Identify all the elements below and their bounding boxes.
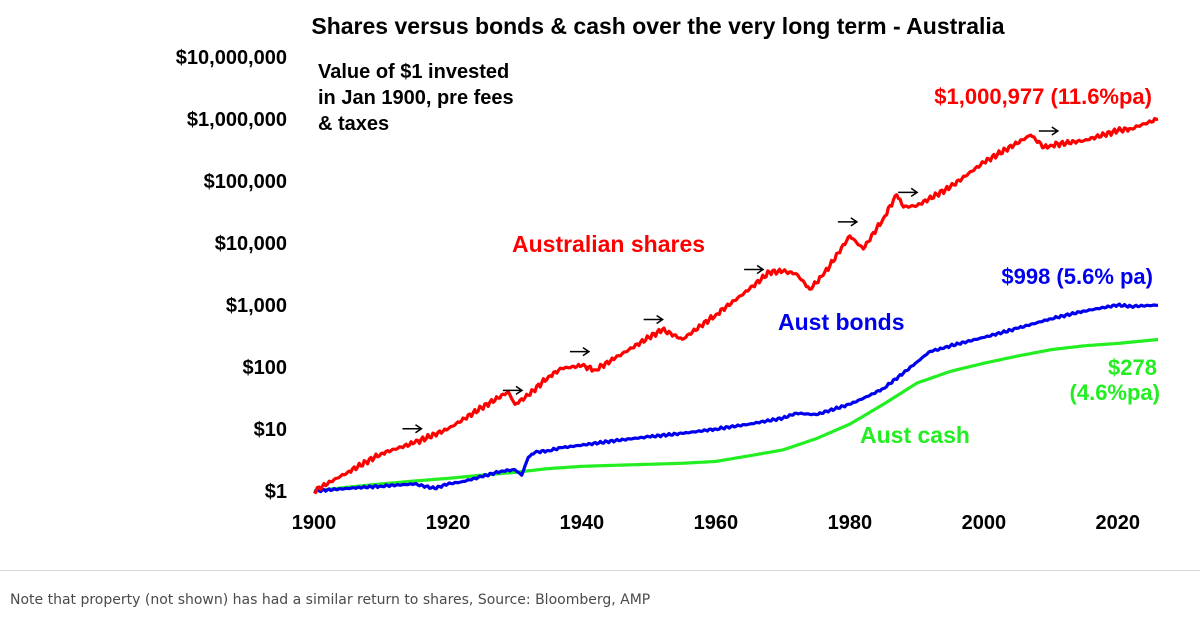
- event-arrow-icon: [402, 424, 423, 434]
- y-axis-ticks: $1 $10 $100 $1,000 $10,000 $100,000 $1,000,000…: [176, 47, 287, 503]
- y-tick-label: $1,000: [226, 295, 287, 317]
- y-tick-label: $1: [265, 481, 287, 503]
- event-arrow-icon: [569, 347, 591, 357]
- series-lines: [312, 116, 1159, 495]
- event-arrow-icon: [1038, 126, 1060, 136]
- y-tick-label: $100,000: [204, 171, 287, 193]
- footer-divider: [0, 570, 1200, 571]
- x-tick-label: 1980: [828, 512, 873, 534]
- chart-title: Shares versus bonds & cash over the very…: [311, 13, 1004, 39]
- event-arrow-icon: [643, 314, 664, 325]
- x-tick-label: 2020: [1096, 512, 1141, 534]
- series-label-shares: Australian shares: [512, 231, 705, 257]
- y-tick-label: $1,000,000: [187, 109, 287, 131]
- annotation-line-3: & taxes: [318, 113, 389, 135]
- series-line-aust-cash: [313, 337, 1159, 493]
- event-arrow-icon: [502, 385, 524, 395]
- y-tick-label: $10,000,000: [176, 47, 287, 69]
- series-label-bonds: Aust bonds: [778, 309, 905, 335]
- x-tick-label: 1940: [560, 512, 605, 534]
- y-tick-label: $10,000: [215, 233, 287, 255]
- series-label-cash: Aust cash: [860, 422, 970, 448]
- chart-canvas: Shares versus bonds & cash over the very…: [176, 13, 1160, 534]
- event-arrows: [402, 126, 1060, 434]
- end-label-cash: $278: [1108, 355, 1157, 380]
- x-tick-label: 1900: [292, 512, 337, 534]
- annotation-line-1: Value of $1 invested: [318, 61, 509, 83]
- event-arrow-icon: [898, 187, 919, 197]
- end-label-shares: $1,000,977 (11.6%pa): [934, 84, 1152, 109]
- event-arrow-icon: [744, 264, 765, 275]
- y-tick-label: $10: [254, 419, 287, 441]
- event-arrow-icon: [837, 217, 859, 227]
- annotation-line-2: in Jan 1900, pre fees: [318, 87, 514, 109]
- series-line-aust-bonds: [313, 302, 1159, 494]
- y-tick-label: $100: [243, 357, 288, 379]
- x-axis-ticks: 1900 1920 1940 1960 1980 2000 2020: [292, 512, 1140, 534]
- footnote: Note that property (not shown) has had a…: [10, 592, 651, 608]
- x-tick-label: 1960: [694, 512, 739, 534]
- end-label-cash-rate: (4.6%pa): [1070, 380, 1160, 405]
- series-line-australian-shares: [312, 116, 1159, 495]
- invest-annotation: Value of $1 invested in Jan 1900, pre fe…: [318, 61, 514, 135]
- x-tick-label: 1920: [426, 512, 471, 534]
- end-label-bonds: $998 (5.6% pa): [1001, 264, 1153, 289]
- x-tick-label: 2000: [962, 512, 1007, 534]
